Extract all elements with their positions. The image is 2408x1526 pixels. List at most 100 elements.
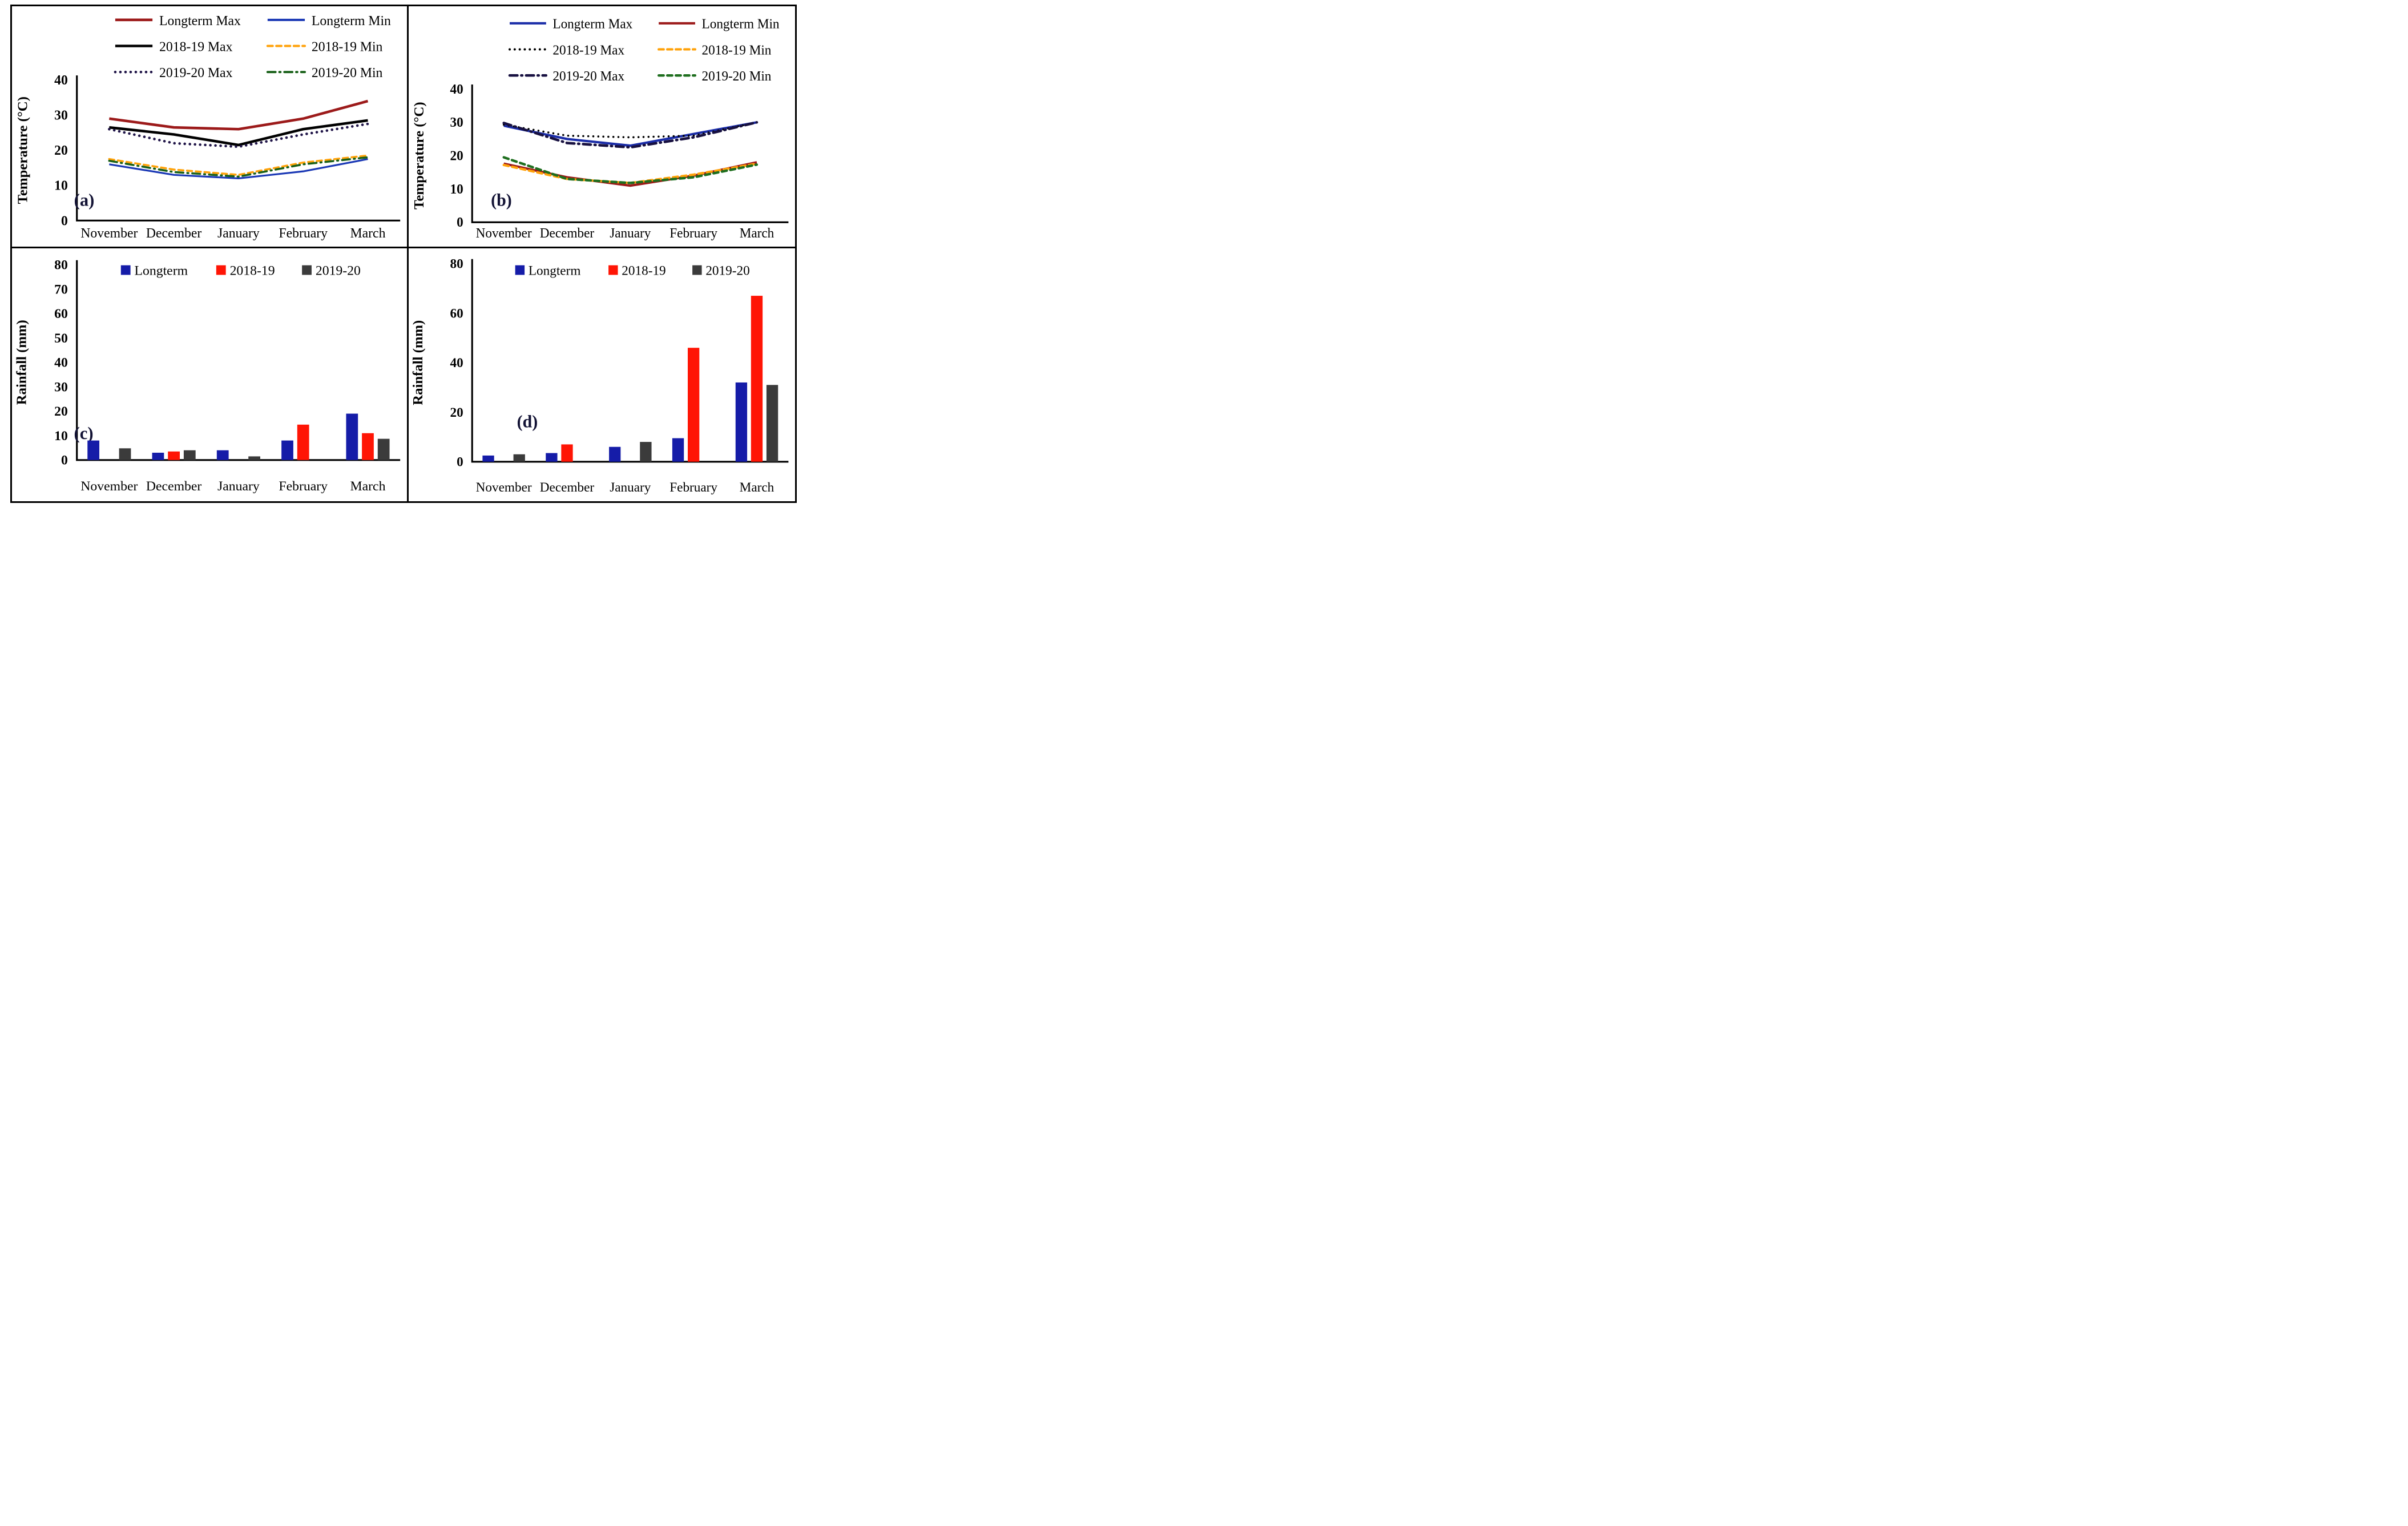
panel-d-bar-longterm-february (672, 438, 684, 462)
panel-d-ytick-80: 80 (450, 256, 463, 271)
panel-a-series-2019-20-min-line (108, 156, 369, 178)
legend-swatch-d-2019-20 (692, 265, 702, 275)
panel-c-ylabel: Rainfall (mm) (14, 320, 30, 405)
panel-c-letter: (c) (74, 424, 94, 443)
legend-label-a-2019-20-max: 2019-20 Max (159, 66, 233, 80)
panel-b-temperature-line-chart: 0 10 20 30 40 November December January February… (409, 6, 795, 248)
panel-c-xtick-january: January (217, 479, 260, 494)
panel-a-series-2019-20-max-line (108, 122, 369, 148)
panel-d-ytick-40: 40 (450, 356, 463, 371)
panel-c-bar-2019-20-march (377, 438, 390, 460)
panel-d-letter: (d) (517, 412, 538, 431)
panel-c-ytick-10: 10 (54, 429, 68, 444)
panel-d-ylabel: Rainfall (mm) (410, 320, 426, 405)
panel-a-xtick-november: November (80, 226, 138, 241)
chart-b-svg: 0 10 20 30 40 November December January February… (412, 17, 789, 241)
panel-c-bar-longterm-january (216, 450, 229, 460)
panel-d-bar-longterm-december (546, 453, 558, 462)
panel-a-ytick-20: 20 (54, 143, 68, 158)
panel-c-ytick-70: 70 (54, 282, 68, 297)
panel-c-ytick-30: 30 (54, 380, 68, 394)
panel-c-bar-2019-20-january (248, 456, 260, 460)
panel-d-ytick-0: 0 (457, 454, 463, 469)
panel-d-bar-longterm-november (482, 455, 494, 462)
panel-b-xtick-december: December (540, 226, 594, 241)
panel-d-bar-2018-19-december (561, 444, 573, 462)
panel-d-xtick-december: December (540, 480, 595, 495)
legend-label-a-longterm-min: Longterm Min (312, 14, 391, 29)
legend-label-a-2018-19-max: 2018-19 Max (159, 39, 233, 54)
panel-a-axes (76, 75, 401, 222)
panel-b-ytick-40: 40 (450, 82, 463, 97)
panel-a-series-longterm-min-line (109, 158, 368, 180)
panel-b-series-2019-20-max-line (502, 121, 759, 149)
legend-swatch-c-2019-20 (302, 265, 312, 275)
panel-c-bar-longterm-december (152, 452, 164, 460)
panel-a-series-longterm-max-line (109, 99, 369, 131)
panel-c-ytick-0: 0 (61, 453, 68, 468)
panel-b-ytick-30: 30 (450, 115, 463, 130)
panel-b-xtick-february: February (669, 226, 717, 241)
panel-b-series-longterm-max-line (503, 121, 757, 147)
panel-a-ylabel: Temperature (°C) (15, 96, 31, 204)
legend-label-c-2019-20: 2019-20 (316, 263, 361, 278)
panel-a-series-2018-19-min-line (108, 154, 369, 176)
panel-c-ytick-50: 50 (54, 331, 68, 346)
panel-a-ytick-40: 40 (54, 73, 68, 88)
panel-d-xtick-february: February (669, 480, 717, 495)
legend-label-d-2018-19: 2018-19 (622, 263, 665, 278)
four-panel-weather-figure: 0 10 20 30 40 November December January February… (0, 0, 802, 509)
panel-c-bar-2018-19-february (297, 424, 309, 460)
panel-c-bar-2019-20-november (119, 448, 131, 460)
legend-label-c-longterm: Longterm (135, 263, 188, 278)
legend-label-b-longterm-min: Longterm Min (702, 17, 780, 31)
panel-a-temperature-line-chart: 0 10 20 30 40 November December January February… (12, 6, 409, 248)
panel-c-ytick-80: 80 (54, 258, 68, 273)
legend-label-a-2018-19-min: 2018-19 Min (312, 39, 383, 54)
panel-c-xtick-november: November (80, 479, 138, 494)
panel-c-bar-2018-19-december (168, 451, 180, 460)
panel-d-ytick-60: 60 (450, 306, 463, 321)
legend-label-b-2018-19-min: 2018-19 Min (702, 43, 772, 58)
legend-label-b-longterm-max: Longterm Max (552, 17, 632, 31)
panel-c-bar-longterm-november (87, 440, 100, 460)
panel-c-axes (76, 260, 401, 461)
panel-b-letter: (b) (491, 190, 512, 210)
panel-a-xtick-december: December (146, 226, 202, 241)
legend-label-b-2019-20-max: 2019-20 Max (552, 69, 624, 84)
panel-a-ytick-10: 10 (54, 179, 68, 194)
legend-label-c-2018-19: 2018-19 (230, 263, 275, 278)
legend-label-d-2019-20: 2019-20 (705, 263, 749, 278)
panel-a-series-2018-19-max-line (109, 119, 368, 147)
panel-c-bar-2018-19-march (362, 433, 374, 460)
legend-swatch-d-longterm (515, 265, 525, 275)
legend-label-b-2018-19-max: 2018-19 Max (552, 43, 624, 58)
panel-d-ytick-20: 20 (450, 405, 463, 420)
panel-a-xtick-january: January (217, 226, 260, 241)
legend-label-d-longterm: Longterm (529, 263, 581, 278)
panel-a-xtick-february: February (279, 226, 328, 241)
panel-b-ytick-10: 10 (450, 182, 463, 197)
chart-c-svg: 0 10 20 30 40 50 60 70 80 November December January… (14, 258, 401, 494)
legend-label-a-2019-20-min: 2019-20 Min (312, 66, 383, 80)
panel-b-series-2019-20-min-line (502, 156, 759, 184)
panel-b-ylabel: Temperature (°C) (412, 102, 427, 209)
panel-a-ytick-0: 0 (61, 214, 68, 228)
panel-a-letter: (a) (74, 190, 95, 210)
panel-d-bar-2018-19-february (687, 348, 700, 462)
panel-d-xtick-november: November (476, 480, 532, 495)
panel-c-xtick-december: December (146, 479, 202, 494)
panel-c-xtick-march: March (350, 479, 386, 494)
panel-c-xtick-february: February (279, 479, 328, 494)
panel-b-xtick-january: January (610, 226, 651, 241)
legend-label-a-longterm-max: Longterm Max (159, 14, 241, 29)
panel-c-ytick-20: 20 (54, 404, 68, 419)
legend-swatch-c-longterm (120, 265, 131, 275)
panel-d-bar-longterm-january (609, 446, 621, 462)
panel-d-xtick-january: January (610, 480, 651, 495)
figure-grid: 0 10 20 30 40 November December January February… (10, 5, 797, 503)
panel-c-bar-longterm-february (281, 440, 293, 460)
panel-b-axes (471, 84, 789, 223)
panel-b-xtick-march: March (740, 226, 775, 241)
panel-d-bar-2019-20-january (640, 442, 652, 462)
